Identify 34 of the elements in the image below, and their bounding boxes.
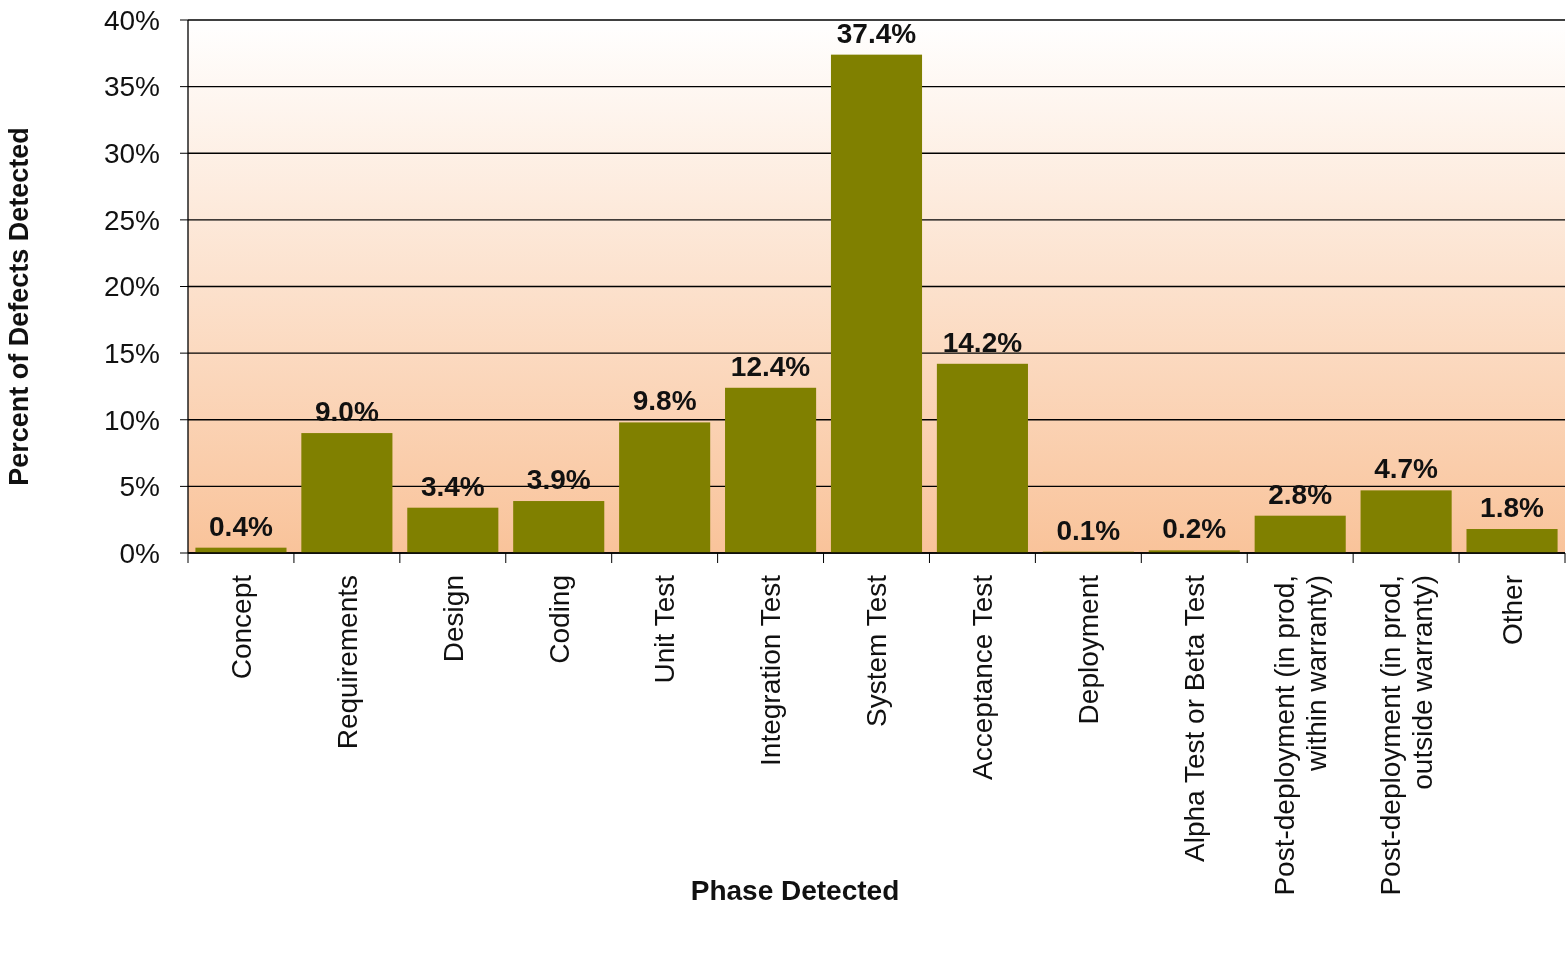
y-tick-label: 35% [103,71,160,103]
x-tick-label: Coding [543,575,575,664]
y-tick-label: 0% [119,537,160,569]
x-tick-label: Unit Test [649,574,681,684]
y-tick-label: 25% [103,204,160,236]
x-tick-label: Post-deployment (in prod, within warranty) [1268,575,1332,896]
y-tick-label: 20% [103,271,160,303]
x-tick-label: Requirements [331,575,363,750]
data-label: 0.4% [209,510,273,542]
data-label: 0.1% [1056,514,1121,546]
x-tick-label: System Test [861,574,893,727]
data-label: 37.4% [836,17,917,49]
x-tick-label: Design [437,575,469,663]
data-label: 0.2% [1162,513,1227,545]
y-axis-title: Percent of Defects Detected [4,127,34,486]
x-tick-label: Other [1496,575,1528,646]
data-label: 2.8% [1268,478,1333,510]
x-axis-title: Phase Detected [690,875,900,906]
x-tick-label: Acceptance Test [967,574,999,780]
data-label: 14.2% [942,326,1023,358]
y-tick-label: 40% [103,4,160,36]
x-tick-label: Deployment [1073,574,1105,725]
data-label: 4.7% [1374,453,1439,485]
y-tick-label: 15% [103,337,160,369]
x-tick-label: Integration Test [755,574,787,766]
x-tick-label: Post-deployment (in prod, outside warranty) [1374,575,1438,896]
data-label: 1.8% [1480,492,1545,524]
y-tick-label: 10% [103,404,160,436]
y-tick-label: 30% [103,138,160,170]
x-tick-label: Alpha Test or Beta Test [1179,574,1211,862]
x-tick-label: Concept [225,574,257,680]
data-label: 9.8% [632,385,697,417]
y-tick-label: 5% [119,471,160,503]
data-label: 12.4% [730,350,811,382]
